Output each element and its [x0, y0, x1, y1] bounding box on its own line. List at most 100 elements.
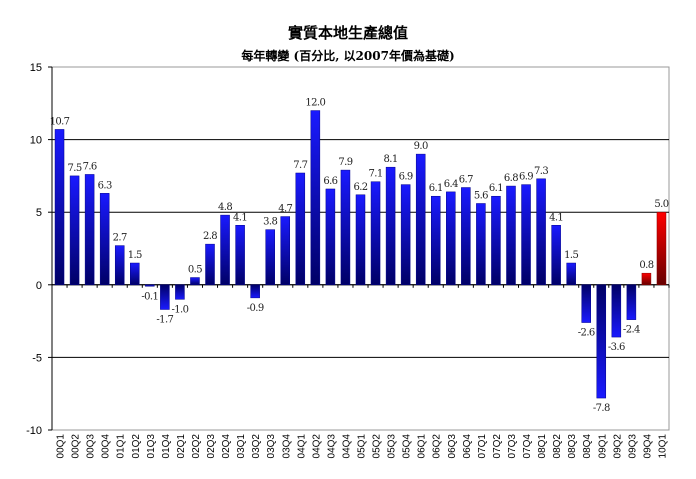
bar-08Q1: [536, 178, 546, 286]
chart-title: 實質本地生產總值: [288, 24, 408, 42]
bar-07Q4: [521, 184, 531, 286]
data-label: 3.8: [263, 217, 277, 228]
bar-06Q1: [415, 153, 426, 286]
x-tick-label: 00Q3: [86, 434, 97, 459]
x-tick-label: 01Q4: [161, 434, 172, 459]
bar-06Q3: [446, 191, 456, 286]
bar-07Q1: [476, 203, 486, 286]
data-label: 0.8: [639, 260, 653, 271]
data-label: 0.5: [188, 265, 202, 276]
bar-08Q4: [581, 284, 591, 323]
x-tick-label: 04Q3: [326, 434, 337, 459]
y-tick-label: -10: [26, 425, 42, 437]
data-label: 7.6: [83, 161, 97, 172]
bar-02Q2: [190, 277, 200, 286]
bar-04Q4: [340, 169, 351, 286]
y-tick-label: 15: [30, 62, 42, 74]
data-label: -2.6: [578, 328, 595, 339]
x-tick-label: 00Q1: [56, 434, 67, 459]
data-label: 5.0: [654, 199, 668, 210]
x-tick-label: 05Q2: [372, 434, 383, 459]
y-tick-label: 10: [30, 135, 42, 147]
data-label: -0.9: [247, 303, 264, 314]
x-tick-label: 09Q3: [627, 434, 638, 459]
y-tick-label: -5: [32, 352, 42, 364]
x-tick-label: 02Q3: [206, 434, 217, 459]
data-label: 6.1: [489, 183, 503, 194]
data-label: 6.4: [444, 179, 458, 190]
x-tick-label: 03Q3: [266, 434, 277, 459]
data-label: 4.1: [549, 212, 563, 223]
data-label: 6.3: [98, 180, 112, 191]
data-label: 1.5: [564, 250, 578, 261]
data-label: 6.7: [459, 175, 473, 186]
bar-07Q3: [506, 185, 516, 286]
x-tick-label: 06Q3: [447, 434, 458, 459]
data-label: 4.8: [218, 202, 232, 213]
x-tick-label: 07Q4: [522, 434, 533, 459]
bar-08Q3: [566, 262, 576, 286]
bar-04Q3: [325, 188, 336, 286]
x-tick-label: 00Q4: [101, 434, 112, 459]
x-tick-label: 03Q2: [251, 434, 262, 459]
bar-05Q2: [370, 181, 381, 286]
data-label: 7.7: [293, 160, 307, 171]
bar-10Q1: [656, 211, 667, 286]
chart-subtitle: 每年轉變 (百分比, 以2007年價為基礎): [241, 48, 454, 63]
data-label: 5.6: [474, 190, 488, 201]
x-tick-label: 02Q2: [191, 434, 202, 459]
x-tick-label: 03Q1: [236, 434, 247, 459]
bar-06Q4: [461, 187, 471, 286]
bar-03Q2: [250, 284, 260, 299]
bar-00Q2: [69, 175, 80, 286]
x-tick-label: 06Q4: [462, 434, 473, 459]
x-tick-label: 04Q1: [296, 434, 307, 459]
bar-09Q4: [641, 272, 652, 286]
bar-04Q2: [310, 110, 321, 286]
data-label: 12.0: [305, 98, 325, 109]
x-tick-label: 04Q2: [311, 434, 322, 459]
x-tick-label: 09Q1: [597, 434, 608, 459]
bar-03Q1: [235, 225, 245, 286]
bar-05Q4: [400, 184, 411, 286]
bar-00Q1: [54, 129, 65, 286]
bar-00Q3: [84, 174, 95, 286]
x-tick-label: 09Q2: [612, 434, 623, 459]
data-label: 4.7: [278, 204, 292, 215]
bar-02Q1: [175, 284, 185, 300]
x-tick-label: 01Q2: [131, 434, 142, 459]
bar-02Q3: [205, 243, 215, 286]
x-tick-label: 01Q1: [116, 434, 127, 459]
bar-03Q4: [280, 216, 291, 286]
data-label: 6.8: [504, 173, 518, 184]
x-tick-label: 01Q3: [146, 434, 157, 459]
x-tick-label: 09Q4: [642, 434, 653, 459]
x-tick-label: 05Q1: [357, 434, 368, 459]
data-label: 2.8: [203, 231, 217, 242]
bar-02Q4: [220, 214, 230, 286]
bar-09Q3: [626, 284, 637, 320]
data-label: -7.8: [593, 403, 610, 414]
data-label: 6.1: [429, 183, 443, 194]
bar-00Q4: [99, 193, 110, 286]
data-label: 7.1: [368, 169, 382, 180]
x-tick-label: 08Q3: [567, 434, 578, 459]
bar-09Q1: [596, 284, 607, 399]
bar-01Q1: [114, 245, 125, 286]
x-tick-label: 03Q4: [281, 434, 292, 459]
data-label: 10.7: [50, 116, 70, 127]
x-tick-label: 05Q4: [402, 434, 413, 459]
bar-05Q3: [385, 166, 396, 286]
x-tick-label: 00Q2: [71, 434, 82, 459]
bar-06Q2: [430, 195, 441, 286]
bar-05Q1: [355, 194, 366, 286]
x-tick-label: 08Q4: [582, 434, 593, 459]
bar-08Q2: [551, 225, 561, 286]
data-label: 6.2: [353, 182, 367, 193]
bar-03Q3: [265, 229, 275, 286]
y-tick-label: 0: [36, 280, 42, 292]
data-label: -3.6: [608, 342, 625, 353]
x-tick-label: 04Q4: [341, 434, 352, 459]
x-tick-label: 05Q3: [387, 434, 398, 459]
data-label: -1.7: [156, 314, 173, 325]
